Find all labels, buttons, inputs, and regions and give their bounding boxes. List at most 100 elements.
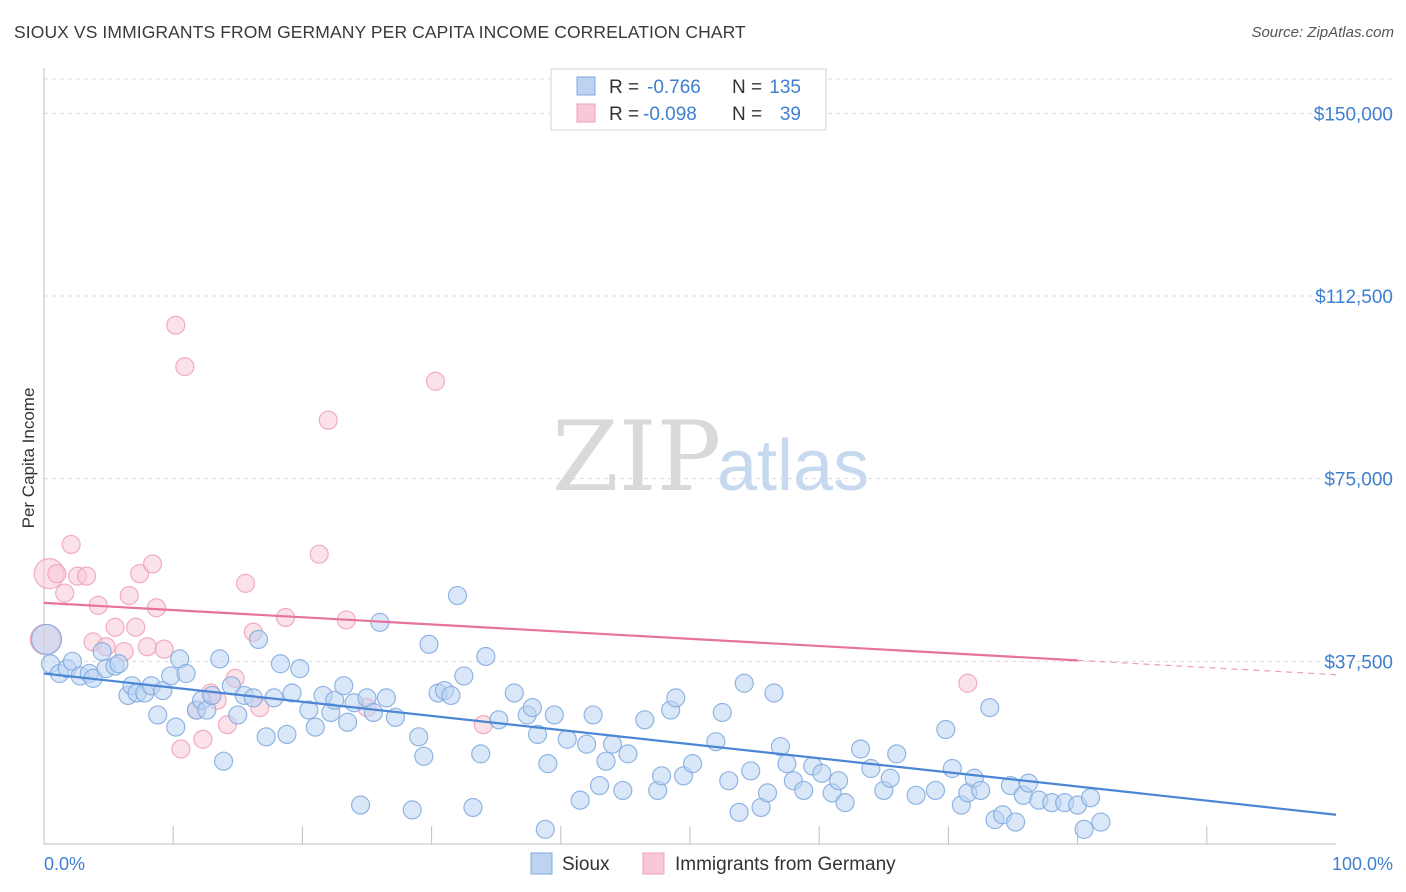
- sioux-point-79: [596, 751, 616, 771]
- sioux-point-69: [522, 698, 542, 718]
- germany-point-2: [47, 564, 67, 584]
- sioux-point-71: [535, 819, 555, 839]
- legend-frame: [550, 68, 827, 131]
- germany-point-16: [142, 554, 163, 574]
- sioux-point-55: [409, 727, 429, 747]
- sioux-point-75: [570, 790, 590, 810]
- sioux-point-56: [414, 746, 434, 766]
- sioux-point-120: [971, 780, 991, 801]
- sioux-point-17: [148, 705, 168, 725]
- sioux-point-11: [109, 654, 129, 674]
- sioux-point-132: [1074, 819, 1094, 839]
- bottom-legend-germany-swatch: [642, 852, 665, 875]
- legend-box: R = -0.766 N = 135 R = -0.098 N = 39: [550, 68, 827, 131]
- sioux-point-133: [1080, 788, 1101, 808]
- sioux-point-116: [942, 758, 962, 779]
- sioux-point-112: [887, 744, 907, 764]
- legend-sioux-n-label: N =: [732, 77, 762, 98]
- sioux-point-98: [764, 683, 784, 703]
- sioux-point-28: [213, 751, 234, 771]
- sioux-point-33: [248, 629, 269, 650]
- germany-trend-line: [43, 601, 1078, 662]
- bottom-legend-sioux-label: Sioux: [562, 854, 610, 875]
- watermark-atlas: atlas: [717, 426, 869, 506]
- sioux-point-100: [777, 754, 797, 774]
- germany-trend-extension: [1077, 659, 1337, 676]
- chart-title: SIOUX VS IMMIGRANTS FROM GERMANY PER CAP…: [14, 22, 746, 42]
- sioux-point-20: [166, 717, 186, 737]
- sioux-point-61: [447, 585, 468, 606]
- sioux-point-102: [794, 780, 814, 801]
- x-tick-max: 100.0%: [1332, 854, 1393, 874]
- sioux-point-70: [527, 724, 548, 745]
- sioux-point-106: [828, 771, 849, 791]
- sioux-point-64: [471, 744, 491, 764]
- sioux-point-67: [504, 683, 524, 703]
- sioux-point-40: [299, 700, 319, 720]
- sioux-point-115: [936, 719, 956, 740]
- germany-point-3: [55, 583, 75, 603]
- sioux-point-111: [880, 768, 900, 788]
- germany-point-28: [235, 573, 256, 593]
- sioux-point-26: [202, 685, 222, 706]
- legend-germany-n-value: 39: [780, 104, 801, 125]
- sioux-point-80: [602, 734, 623, 754]
- sioux-point-83: [635, 710, 655, 730]
- germany-point-36: [425, 371, 446, 391]
- sioux-point-99: [770, 736, 791, 757]
- sioux-point-91: [712, 702, 732, 723]
- sioux-point-48: [350, 795, 371, 815]
- germany-point-6: [77, 566, 97, 586]
- sioux-point-36: [270, 654, 291, 674]
- sioux-point-50: [363, 702, 384, 723]
- sioux-point-104: [812, 763, 832, 783]
- germany-point-32: [309, 544, 329, 564]
- germany-point-18: [154, 639, 174, 659]
- sioux-point-95: [741, 761, 761, 781]
- bottom-legend-sioux-swatch: [530, 852, 553, 875]
- germany-point-23: [193, 729, 213, 749]
- sioux-point-8: [92, 641, 112, 662]
- sioux-point-46: [338, 712, 358, 732]
- sioux-point-94: [734, 673, 754, 693]
- sioux-point-22: [176, 663, 196, 684]
- legend-germany-n-label: N =: [732, 104, 762, 125]
- sioux-point-82: [618, 744, 638, 764]
- legend-germany-r-label: R =: [609, 104, 639, 125]
- sioux-point-125: [1005, 812, 1026, 832]
- sioux-point-38: [282, 683, 302, 703]
- legend-sioux-r-label: R =: [609, 77, 639, 98]
- trend-lines: [43, 601, 1337, 816]
- germany-point-21: [175, 357, 195, 377]
- sioux-point-113: [906, 785, 926, 805]
- sioux-point-87: [666, 688, 686, 708]
- germany-point-14: [130, 564, 150, 584]
- legend-germany-r-value: -0.098: [643, 104, 697, 125]
- sioux-point-54: [402, 800, 422, 820]
- sioux-point-89: [682, 754, 703, 774]
- sioux-point-93: [729, 802, 749, 822]
- germany-point-4: [61, 534, 81, 555]
- sioux-point-73: [544, 705, 564, 725]
- sioux-point-81: [613, 780, 633, 801]
- germany-point-10: [105, 617, 125, 637]
- sioux-trend-line: [43, 672, 1337, 816]
- y-tick-label-0: $37,500: [1324, 652, 1393, 673]
- y-tick-label-1: $75,000: [1324, 470, 1393, 491]
- x-tick-min: 0.0%: [44, 854, 85, 874]
- germany-point-20: [171, 739, 191, 759]
- sioux-point-65: [476, 646, 496, 667]
- sioux-point-34: [256, 727, 276, 747]
- sioux-point-108: [850, 739, 871, 759]
- germany-point-19: [166, 315, 186, 335]
- sioux-point-134: [1091, 812, 1111, 832]
- sioux-point-37: [277, 724, 297, 745]
- legend-germany-swatch: [576, 103, 596, 123]
- sioux-point-27: [210, 649, 230, 669]
- sioux-points: [30, 585, 1111, 839]
- bottom-legend-germany-label: Immigrants from Germany: [675, 854, 896, 875]
- germany-point-12: [119, 585, 139, 606]
- y-axis-title: Per Capita Income: [19, 388, 38, 529]
- sioux-point-66: [489, 710, 509, 730]
- germany-point-15: [137, 637, 157, 657]
